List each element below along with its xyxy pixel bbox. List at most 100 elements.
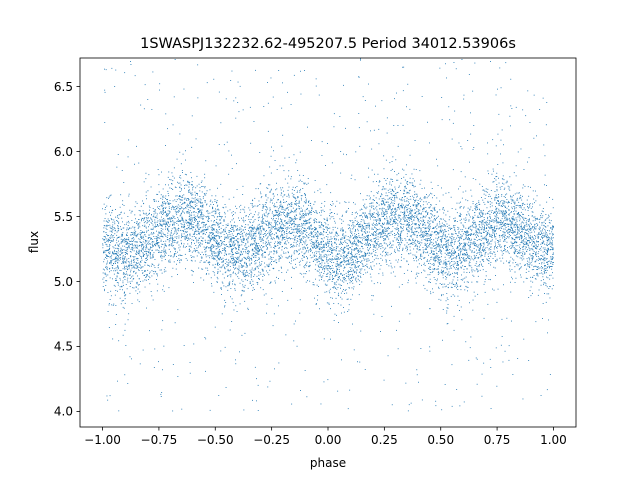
data-point bbox=[347, 311, 349, 312]
data-point bbox=[181, 225, 183, 227]
data-point bbox=[351, 270, 353, 272]
data-point bbox=[437, 274, 439, 275]
data-point bbox=[401, 204, 403, 206]
data-point bbox=[171, 218, 173, 220]
data-point bbox=[240, 270, 241, 272]
data-point bbox=[366, 216, 368, 218]
data-point bbox=[538, 244, 539, 246]
data-point bbox=[498, 221, 500, 223]
data-point bbox=[268, 274, 270, 276]
data-point bbox=[302, 215, 304, 217]
data-point bbox=[482, 242, 484, 244]
data-point bbox=[491, 221, 493, 222]
data-point bbox=[104, 122, 106, 123]
data-point bbox=[340, 238, 341, 240]
data-point bbox=[416, 272, 418, 274]
data-point bbox=[408, 222, 410, 223]
data-point bbox=[149, 248, 151, 250]
data-point bbox=[319, 274, 321, 276]
data-point bbox=[445, 63, 446, 65]
data-point bbox=[189, 248, 190, 250]
data-point bbox=[293, 196, 295, 198]
data-point bbox=[206, 82, 208, 84]
data-point bbox=[488, 239, 489, 241]
data-point bbox=[441, 271, 443, 273]
data-point bbox=[468, 213, 470, 215]
data-point bbox=[541, 267, 543, 269]
data-point bbox=[497, 250, 498, 252]
data-point bbox=[220, 287, 222, 288]
data-point bbox=[105, 280, 107, 282]
data-point bbox=[384, 242, 386, 244]
data-point bbox=[241, 279, 243, 281]
data-point bbox=[369, 248, 370, 250]
data-point bbox=[229, 329, 231, 331]
data-point bbox=[527, 243, 529, 245]
data-point bbox=[509, 176, 511, 178]
data-point bbox=[237, 233, 238, 234]
data-point bbox=[525, 244, 527, 245]
data-point bbox=[499, 245, 500, 247]
data-point bbox=[500, 235, 502, 236]
data-point bbox=[475, 224, 477, 226]
data-point bbox=[223, 219, 224, 221]
data-point bbox=[504, 228, 506, 230]
data-point bbox=[553, 262, 554, 263]
data-point bbox=[385, 159, 387, 161]
data-point bbox=[506, 180, 508, 182]
data-point bbox=[353, 271, 355, 273]
data-point bbox=[549, 266, 550, 268]
data-point bbox=[533, 238, 535, 240]
data-point bbox=[299, 260, 301, 262]
data-point bbox=[471, 271, 473, 273]
data-point bbox=[321, 264, 323, 266]
data-point bbox=[279, 204, 281, 206]
data-point bbox=[222, 273, 224, 275]
data-point bbox=[206, 229, 208, 230]
data-point bbox=[306, 265, 308, 267]
data-point bbox=[539, 204, 541, 206]
data-point bbox=[169, 212, 170, 214]
data-point bbox=[385, 209, 386, 211]
data-point bbox=[522, 251, 524, 253]
data-point bbox=[504, 246, 505, 247]
data-point bbox=[484, 279, 486, 280]
data-point bbox=[371, 169, 373, 171]
data-point bbox=[512, 194, 514, 196]
data-point bbox=[336, 273, 337, 274]
data-point bbox=[503, 225, 505, 227]
data-point bbox=[493, 227, 495, 228]
data-point bbox=[397, 225, 399, 227]
data-point bbox=[549, 243, 551, 245]
data-point bbox=[278, 255, 280, 257]
data-point bbox=[401, 230, 403, 232]
data-point bbox=[416, 251, 418, 253]
data-point bbox=[319, 246, 321, 248]
data-point bbox=[494, 225, 496, 227]
data-point bbox=[172, 237, 174, 239]
data-point bbox=[272, 325, 274, 327]
data-point bbox=[417, 227, 419, 229]
data-point bbox=[132, 260, 134, 261]
data-point bbox=[222, 282, 224, 284]
data-point bbox=[540, 215, 542, 216]
data-point bbox=[325, 284, 327, 286]
data-point bbox=[448, 271, 450, 273]
data-point bbox=[234, 239, 236, 241]
data-point bbox=[516, 224, 517, 226]
data-point bbox=[215, 231, 217, 233]
data-point bbox=[426, 197, 428, 199]
data-point bbox=[479, 183, 481, 185]
data-point bbox=[263, 213, 265, 215]
data-point bbox=[532, 246, 534, 248]
data-point bbox=[487, 232, 488, 233]
data-point bbox=[291, 217, 293, 219]
data-point bbox=[353, 255, 355, 257]
data-point bbox=[492, 227, 494, 228]
data-point bbox=[225, 286, 227, 288]
data-point bbox=[550, 257, 552, 259]
data-point bbox=[406, 245, 408, 247]
data-point bbox=[343, 281, 345, 283]
data-point bbox=[175, 212, 177, 214]
data-point bbox=[402, 240, 404, 241]
